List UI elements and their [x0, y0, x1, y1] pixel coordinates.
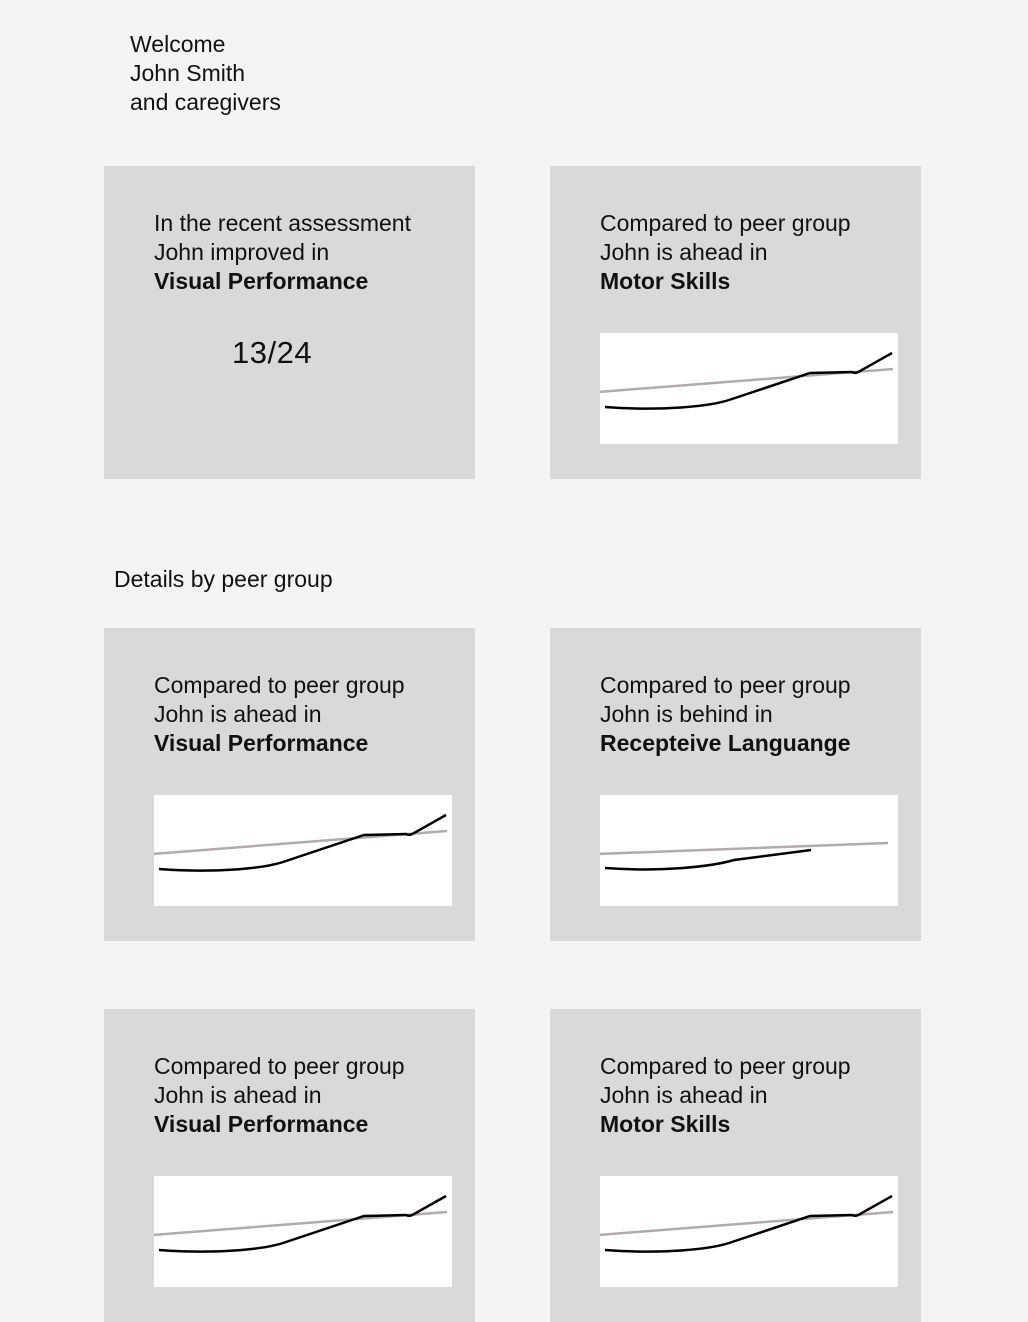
card-text: Compared to peer group John is ahead in … [600, 209, 851, 296]
welcome-line: Welcome [130, 31, 226, 57]
card-metric-name: Recepteive Languange [600, 730, 851, 756]
detail-card: Compared to peer group John is ahead in … [104, 1009, 475, 1322]
card-intro-line: John is ahead in [154, 1082, 322, 1108]
card-intro-line: John is ahead in [600, 239, 768, 265]
card-text: Compared to peer group John is ahead in … [600, 1052, 851, 1139]
detail-card: Compared to peer group John is ahead in … [550, 1009, 921, 1322]
welcome-message: Welcome John Smith and caregivers [130, 30, 281, 117]
card-metric-name: Visual Performance [154, 268, 369, 294]
card-metric-name: Motor Skills [600, 1111, 731, 1137]
card-intro-line: John is ahead in [600, 1082, 768, 1108]
card-text: Compared to peer group John is ahead in … [154, 671, 405, 758]
trend-chart [600, 1176, 898, 1287]
card-intro-line: John is behind in [600, 701, 773, 727]
child-progress-line [604, 848, 812, 871]
summary-card-peer-comparison: Compared to peer group John is ahead in … [550, 166, 921, 479]
child-progress-line [158, 813, 447, 872]
card-intro-line: Compared to peer group [154, 1053, 405, 1079]
card-text: Compared to peer group John is ahead in … [154, 1052, 405, 1139]
card-metric-name: Visual Performance [154, 1111, 369, 1137]
card-intro-line: Compared to peer group [600, 1053, 851, 1079]
trend-chart [600, 795, 898, 906]
card-intro-line: John is ahead in [154, 701, 322, 727]
trend-chart [600, 333, 898, 444]
detail-card: Compared to peer group John is ahead in … [104, 628, 475, 941]
card-intro-line: In the recent assessment [154, 210, 411, 236]
detail-card: Compared to peer group John is behind in… [550, 628, 921, 941]
card-intro-line: Compared to peer group [154, 672, 405, 698]
card-text: In the recent assessment John improved i… [154, 209, 411, 296]
child-progress-line [604, 351, 893, 410]
section-title: Details by peer group [114, 566, 333, 592]
summary-card-improvement: In the recent assessment John improved i… [104, 166, 475, 479]
trend-chart [154, 795, 452, 906]
card-metric-name: Motor Skills [600, 268, 731, 294]
welcome-audience: and caregivers [130, 89, 281, 115]
trend-chart [154, 1176, 452, 1287]
score-value: 13/24 [232, 335, 313, 370]
card-intro-line: Compared to peer group [600, 210, 851, 236]
card-intro-line: Compared to peer group [600, 672, 851, 698]
card-text: Compared to peer group John is behind in… [600, 671, 851, 758]
patient-name: John Smith [130, 60, 246, 86]
card-intro-line: John improved in [154, 239, 330, 265]
card-metric-name: Visual Performance [154, 730, 369, 756]
peer-group-line [600, 841, 889, 856]
